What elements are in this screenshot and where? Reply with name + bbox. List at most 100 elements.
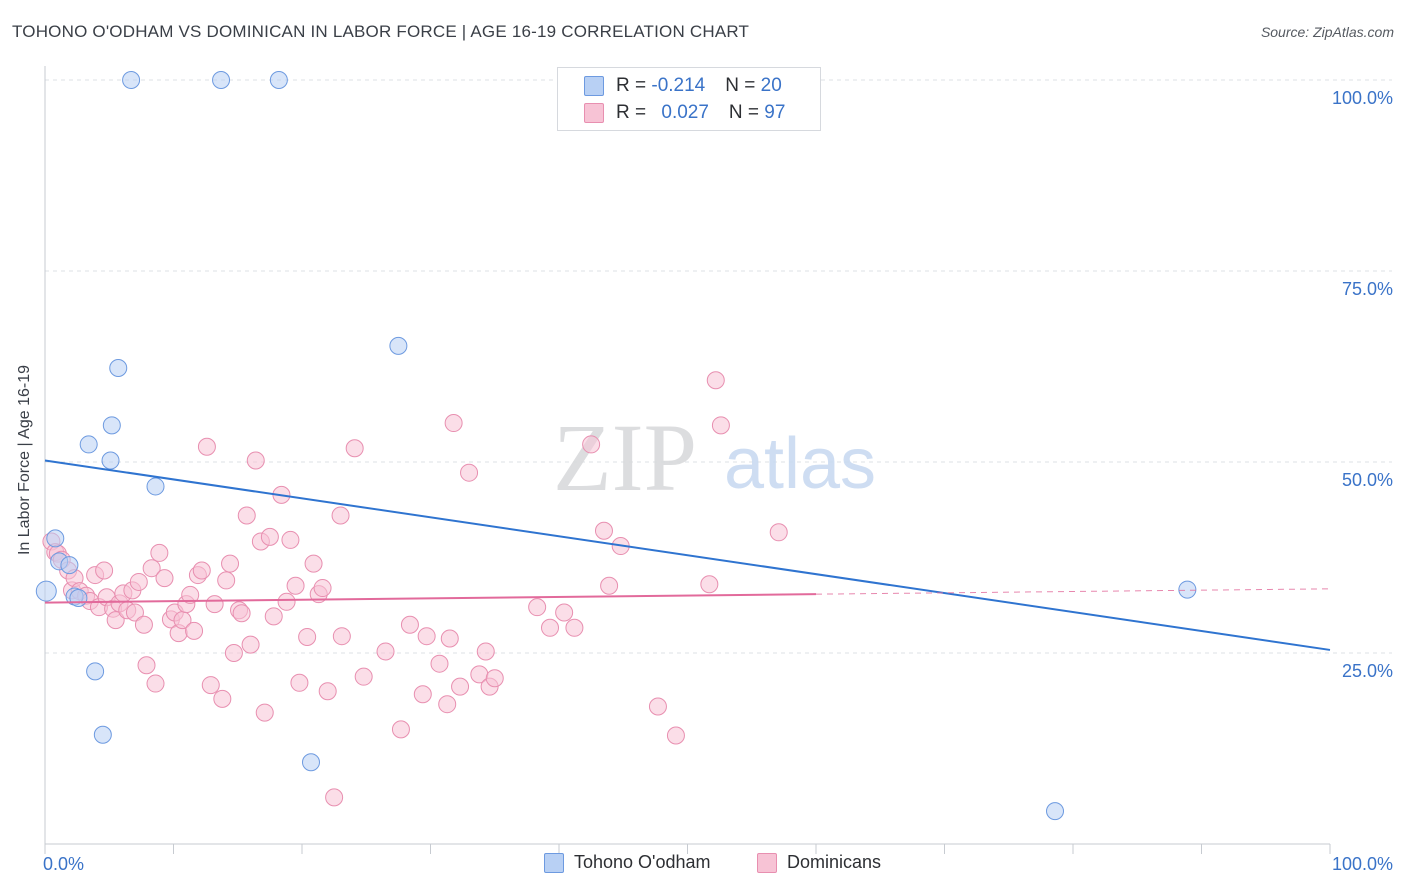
tohono-point bbox=[60, 556, 79, 575]
legend-n-label: N = bbox=[725, 75, 761, 96]
dominicans-point bbox=[213, 689, 232, 708]
dominicans-point bbox=[318, 682, 337, 701]
dominicans-point bbox=[485, 669, 504, 688]
dominicans-point bbox=[277, 592, 296, 611]
dominicans-point bbox=[197, 437, 216, 456]
tohono-point bbox=[86, 662, 105, 681]
dominicans-point bbox=[155, 569, 174, 588]
source-label: Source: ZipAtlas.com bbox=[1260, 24, 1394, 40]
dominicans-point bbox=[565, 618, 584, 637]
dominicans-point bbox=[417, 627, 436, 646]
tohono-point bbox=[212, 71, 231, 89]
dominicans-point bbox=[706, 371, 725, 390]
legend-row-dominicans: R = 0.027 N = 97 bbox=[584, 100, 785, 126]
tohono-point bbox=[101, 451, 120, 470]
dominicans-trend-extension bbox=[815, 588, 1331, 595]
bottom-swatch-blue bbox=[544, 852, 564, 873]
bottom-legend-tohono: Tohono O'odham bbox=[544, 852, 711, 873]
bottom-swatch-pink bbox=[757, 852, 777, 873]
dominicans-point bbox=[150, 543, 169, 562]
dominicans-point bbox=[460, 463, 479, 482]
tohono-trend-line bbox=[44, 459, 1331, 651]
legend-n-label: N = bbox=[728, 102, 765, 123]
dominicans-point bbox=[528, 598, 547, 617]
tohono-point bbox=[146, 477, 165, 496]
correlation-legend: R = -0.214 N = 20 R = 0.027 N = 97 bbox=[557, 67, 821, 131]
x-tick-label: 100.0% bbox=[1332, 854, 1393, 874]
dominicans-point bbox=[95, 561, 114, 580]
dominicans-point bbox=[325, 788, 344, 807]
dominicans-point bbox=[769, 523, 788, 542]
dominicans-point bbox=[205, 595, 224, 614]
tohono-point bbox=[69, 588, 88, 607]
tohono-point bbox=[122, 71, 141, 89]
y-axis-label: In Labor Force | Age 16-19 bbox=[16, 364, 33, 556]
x-tick-label: 0.0% bbox=[43, 854, 84, 874]
dominicans-point bbox=[700, 575, 719, 594]
dominicans-point bbox=[217, 571, 236, 590]
dominicans-point bbox=[582, 435, 601, 454]
legend-n-value: 20 bbox=[760, 75, 782, 96]
dominicans-point bbox=[438, 695, 457, 714]
legend-n-value: 97 bbox=[764, 102, 786, 123]
dominicans-point bbox=[237, 506, 256, 525]
tohono-point bbox=[301, 753, 320, 772]
dominicans-point bbox=[444, 414, 463, 433]
watermark-atlas: atlas bbox=[724, 424, 876, 504]
dominicans-point bbox=[430, 654, 449, 673]
tohono-point bbox=[389, 336, 408, 355]
tohono-point bbox=[102, 416, 121, 435]
dominicans-point bbox=[224, 644, 243, 662]
bottom-legend-label: Tohono O'odham bbox=[574, 852, 711, 872]
dominicans-point bbox=[391, 720, 410, 739]
dominicans-point bbox=[241, 635, 260, 654]
tohono-point bbox=[1046, 802, 1065, 821]
dominicans-point bbox=[232, 604, 251, 623]
dominicans-point bbox=[137, 656, 156, 675]
tohono-point bbox=[35, 580, 57, 602]
dominicans-point bbox=[106, 611, 125, 630]
dominicans-point bbox=[313, 579, 332, 598]
dominicans-point bbox=[298, 627, 317, 646]
legend-row-tohono: R = -0.214 N = 20 bbox=[584, 73, 782, 99]
legend-r-value: 0.027 bbox=[661, 102, 709, 123]
dominicans-point bbox=[281, 530, 300, 549]
dominicans-point bbox=[264, 607, 283, 626]
dominicans-point bbox=[129, 572, 148, 591]
dominicans-point bbox=[451, 677, 470, 696]
dominicans-point bbox=[255, 703, 274, 722]
dominicans-point bbox=[555, 603, 574, 622]
tohono-point bbox=[109, 359, 128, 378]
dominicans-point bbox=[331, 506, 350, 525]
y-tick-label: 25.0% bbox=[1342, 661, 1393, 681]
legend-swatch-pink bbox=[584, 103, 604, 123]
dominicans-point bbox=[711, 416, 730, 435]
dominicans-point bbox=[354, 667, 373, 686]
trend-lines bbox=[44, 459, 1331, 651]
dominicans-point bbox=[332, 627, 351, 646]
dominicans-trend-line bbox=[44, 593, 817, 604]
legend-r-value: -0.214 bbox=[651, 75, 706, 96]
dominicans-point bbox=[304, 554, 323, 573]
dominicans-point bbox=[376, 642, 395, 661]
dominicans-point bbox=[541, 618, 560, 637]
tohono-point bbox=[79, 435, 98, 454]
bottom-legend-label: Dominicans bbox=[787, 852, 882, 872]
dominicans-point bbox=[185, 621, 204, 640]
dominicans-point bbox=[476, 642, 495, 661]
dominicans-point bbox=[286, 576, 305, 595]
axes bbox=[44, 66, 1331, 854]
y-tick-label: 100.0% bbox=[1332, 88, 1393, 108]
dominicans-point bbox=[345, 439, 364, 458]
dominicans-point bbox=[134, 615, 153, 634]
legend-swatch-blue bbox=[584, 76, 604, 96]
dominicans-point bbox=[201, 676, 220, 695]
dominicans-point bbox=[666, 726, 685, 745]
legend-r-label: R = bbox=[616, 102, 652, 123]
dominicans-point bbox=[400, 615, 419, 634]
dominicans-point bbox=[142, 559, 161, 578]
dominicans-point bbox=[440, 629, 459, 648]
tohono-point bbox=[46, 529, 65, 548]
bottom-legend-dominicans: Dominicans bbox=[757, 852, 881, 873]
